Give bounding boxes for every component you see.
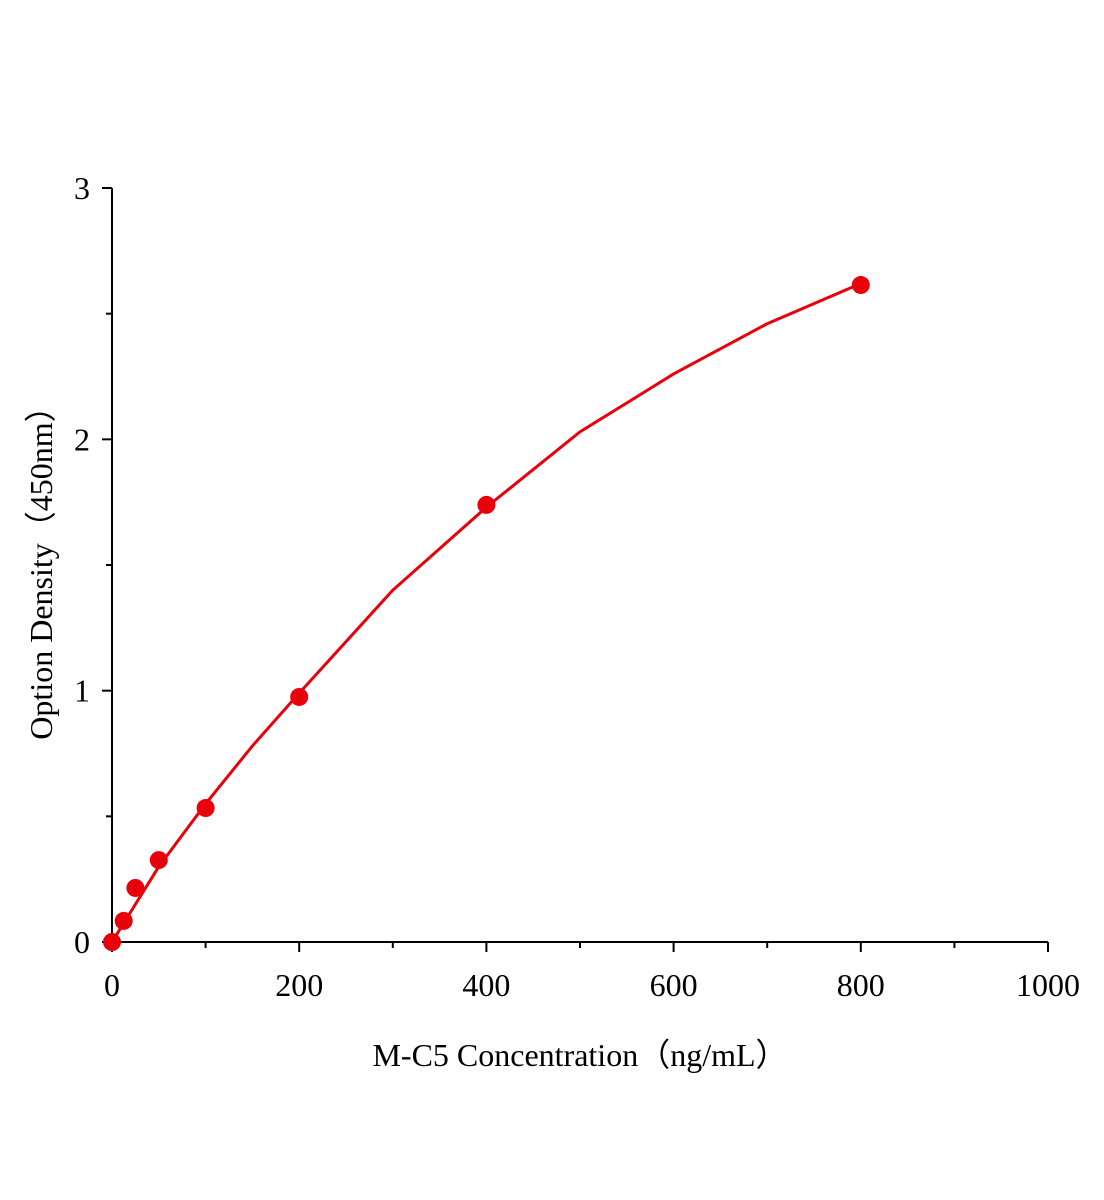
data-point [114, 911, 133, 930]
x-axis-label: M-C5 Concentration（ng/mL） [372, 1037, 787, 1073]
data-point [149, 851, 168, 870]
data-point [851, 276, 870, 295]
y-axis-label: Option Density（450nm） [23, 390, 59, 739]
x-tick-label: 1000 [1016, 967, 1080, 1003]
y-tick-label: 0 [74, 924, 90, 960]
data-point [196, 799, 215, 818]
y-tick-label: 3 [74, 170, 90, 206]
data-point [290, 687, 309, 706]
data-point [103, 933, 121, 951]
y-tick-label: 1 [74, 673, 90, 709]
x-tick-label: 0 [104, 967, 120, 1003]
x-tick-label: 800 [837, 967, 885, 1003]
x-tick-label: 600 [650, 967, 698, 1003]
data-point [477, 495, 496, 514]
data-point [126, 878, 145, 897]
x-tick-label: 200 [275, 967, 323, 1003]
y-tick-label: 2 [74, 421, 90, 457]
fit-curve [110, 282, 862, 943]
x-tick-label: 400 [462, 967, 510, 1003]
